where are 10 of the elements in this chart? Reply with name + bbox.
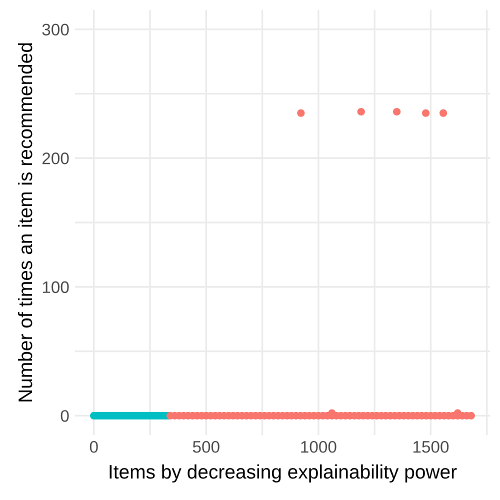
y-axis-title: Number of times an item is recommended xyxy=(18,43,32,402)
x-tick-label: 0 xyxy=(90,440,98,453)
x-tick-label: 1000 xyxy=(301,440,336,453)
y-tick-label: 200 xyxy=(42,152,69,164)
x-tick-label: 500 xyxy=(192,440,220,453)
x-tick-label: 1500 xyxy=(413,440,449,453)
y-tick-label: 100 xyxy=(42,281,69,294)
y-tick-label: 300 xyxy=(42,24,69,36)
x-axis-title: Items by decreasing explainability power xyxy=(110,464,457,483)
y-tick-label: 0 xyxy=(60,410,69,422)
